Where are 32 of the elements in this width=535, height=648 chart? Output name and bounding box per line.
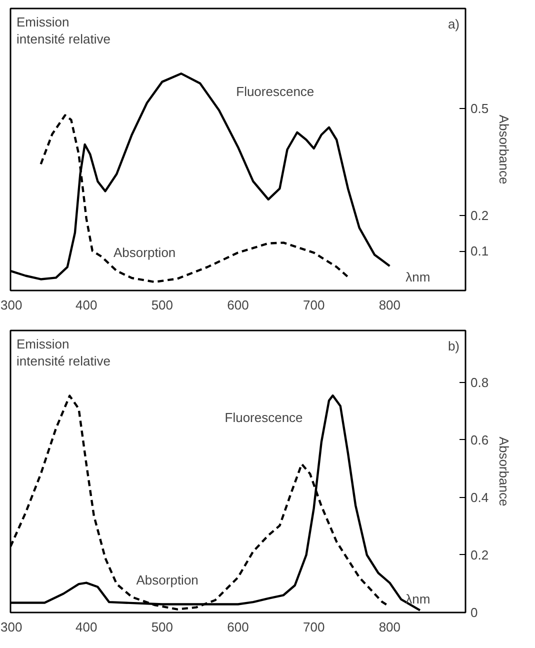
x-tick-label: 400 [75, 298, 98, 312]
y2-tick-label: 0 [470, 605, 478, 620]
series-label: Absorption [114, 244, 176, 260]
x-tick-label: 500 [151, 620, 174, 634]
y2-tick-label: 0.2 [470, 208, 489, 224]
x-tick-label: 700 [302, 620, 325, 634]
x-tick-label: 400 [75, 620, 98, 634]
y-axis-title: Emission intensité relative [16, 14, 110, 46]
x-tick-label: 700 [302, 298, 325, 312]
y2-tick-label: 0.2 [470, 547, 489, 562]
x-tick-label: 600 [227, 620, 249, 634]
series-label: Absorption [136, 572, 198, 588]
text: b) [448, 338, 460, 354]
y2-tick-label: 0.6 [470, 432, 489, 448]
y2-tick-label: 0.8 [470, 374, 489, 390]
y2-tick-label: 0.4 [470, 490, 489, 505]
x-tick-label: 800 [378, 620, 401, 634]
series-label: Fluorescence [224, 410, 303, 426]
y2-tick-label: 0.1 [470, 244, 489, 259]
series-label: Fluorescence [236, 84, 314, 100]
y2-axis-title: Absorbance [496, 114, 512, 184]
x-tick-label: 800 [378, 298, 401, 312]
y2-tick-label: 0.5 [470, 100, 489, 116]
x-tick-label: 300 [0, 620, 22, 634]
x-tick-label: 500 [151, 298, 174, 312]
x-tick-label: 300 [0, 298, 22, 312]
text: a) [448, 16, 460, 32]
y2-axis-title: Absorbance [496, 436, 512, 506]
y-axis-title: Emission intensité relative [16, 336, 110, 368]
x-axis-title: λnm [406, 270, 430, 284]
x-tick-label: 600 [227, 298, 249, 312]
x-axis-title: λnm [406, 592, 430, 606]
